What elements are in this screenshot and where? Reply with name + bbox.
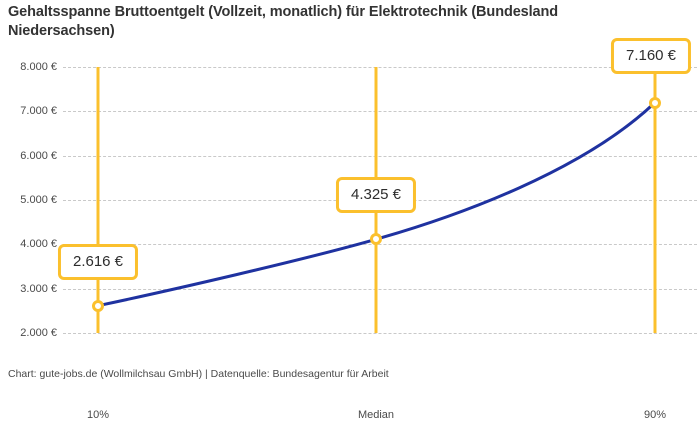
y-axis-tick-label: 3.000 € bbox=[20, 282, 57, 295]
data-label-p10: 2.616 € bbox=[57, 244, 139, 280]
gridline bbox=[63, 155, 697, 157]
chart-container: Gehaltsspanne Bruttoentgelt (Vollzeit, m… bbox=[8, 4, 697, 421]
x-axis-tick-label: 10% bbox=[86, 409, 110, 421]
marker-stem-p90 bbox=[653, 67, 657, 333]
data-point-p10[interactable] bbox=[92, 299, 104, 312]
y-axis-tick-label: 6.000 € bbox=[20, 149, 57, 162]
y-axis-tick-label: 4.000 € bbox=[20, 238, 57, 251]
data-point-p90[interactable] bbox=[649, 96, 661, 109]
gridline bbox=[63, 333, 697, 334]
x-axis-tick-label: Median bbox=[357, 409, 395, 421]
chart-title: Gehaltsspanne Bruttoentgelt (Vollzeit, m… bbox=[8, 4, 559, 39]
gridline bbox=[63, 111, 697, 113]
gridline bbox=[63, 67, 697, 68]
marker-stem-p10 bbox=[96, 67, 100, 333]
data-label-median: 4.325 € bbox=[335, 177, 417, 213]
data-point-median[interactable] bbox=[370, 233, 382, 246]
y-axis-tick-label: 2.000 € bbox=[20, 327, 57, 339]
x-axis-tick-label: 90% bbox=[643, 409, 667, 421]
plot-area: 2.616 € 4.325 € 7.160 € 10% Median 90% bbox=[57, 38, 697, 421]
gridline bbox=[63, 244, 697, 246]
y-axis-tick-label: 7.000 € bbox=[20, 105, 57, 118]
gridline bbox=[63, 288, 697, 290]
y-axis-tick-label: 5.000 € bbox=[20, 194, 57, 206]
chart-source-footer: Chart: gute-jobs.de (Wollmilchsau GmbH) … bbox=[8, 368, 389, 380]
data-label-p90: 7.160 € bbox=[610, 38, 692, 74]
y-axis-tick-label: 8.000 € bbox=[20, 61, 57, 73]
